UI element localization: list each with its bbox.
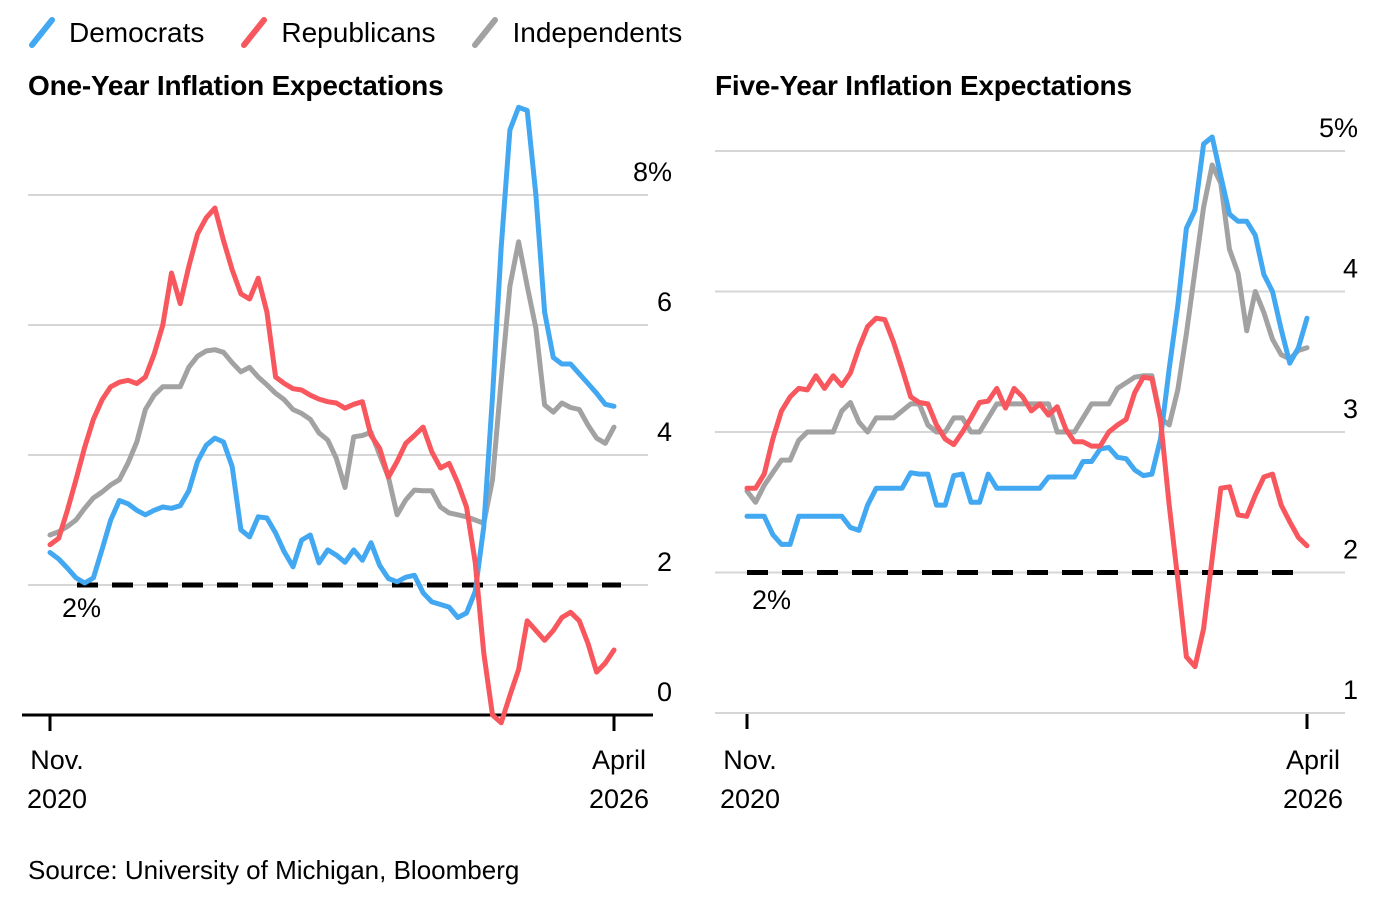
x-axis-label: Nov. [30,745,84,775]
democrats-line-swatch-icon [28,14,56,52]
chart-title-five-year: Five-Year Inflation Expectations [715,70,1132,101]
independents-line-swatch-icon [471,14,499,52]
x-axis-label: Nov. [723,745,777,775]
series-line-independents [744,162,1310,505]
y-axis-label-1: 1 [1343,675,1358,705]
benchmark-label: 2% [752,585,791,615]
x-axis-label: April [592,745,646,775]
legend-item-republicans: Republicans [240,14,435,52]
y-axis-label-5%: 5% [1319,113,1358,143]
legend-label-independents: Independents [512,17,683,48]
benchmark-label: 2% [62,593,101,623]
legend-item-independents: Independents [471,14,682,52]
series-line-republicans [47,205,617,726]
source-note: Source: University of Michigan, Bloomber… [28,855,520,885]
series-line-democrats [744,134,1310,547]
series-line-democrats [47,104,617,620]
x-axis-label: 2026 [1283,784,1343,814]
legend: Democrats Republicans Independents [28,14,718,52]
y-axis-label-2: 2 [657,547,672,577]
y-axis-label-0: 0 [657,677,672,707]
series-line-republicans [744,315,1310,670]
republicans-line-swatch-icon [240,14,268,52]
x-axis-label: April [1286,745,1340,775]
x-axis-label: 2026 [589,784,649,814]
y-axis-label-6: 6 [657,287,672,317]
x-axis-label: 2020 [720,784,780,814]
y-axis-label-2: 2 [1343,535,1358,565]
chart-title-one-year: One-Year Inflation Expectations [28,70,444,101]
legend-label-democrats: Democrats [69,17,205,48]
y-axis-label-3: 3 [1343,394,1358,424]
y-axis-label-8%: 8% [633,157,672,187]
legend-item-democrats: Democrats [28,14,204,52]
y-axis-label-4: 4 [1343,254,1358,284]
x-axis-label: 2020 [27,784,87,814]
series-line-independents [47,239,617,538]
legend-label-republicans: Republicans [281,17,436,48]
y-axis-label-4: 4 [657,417,672,447]
